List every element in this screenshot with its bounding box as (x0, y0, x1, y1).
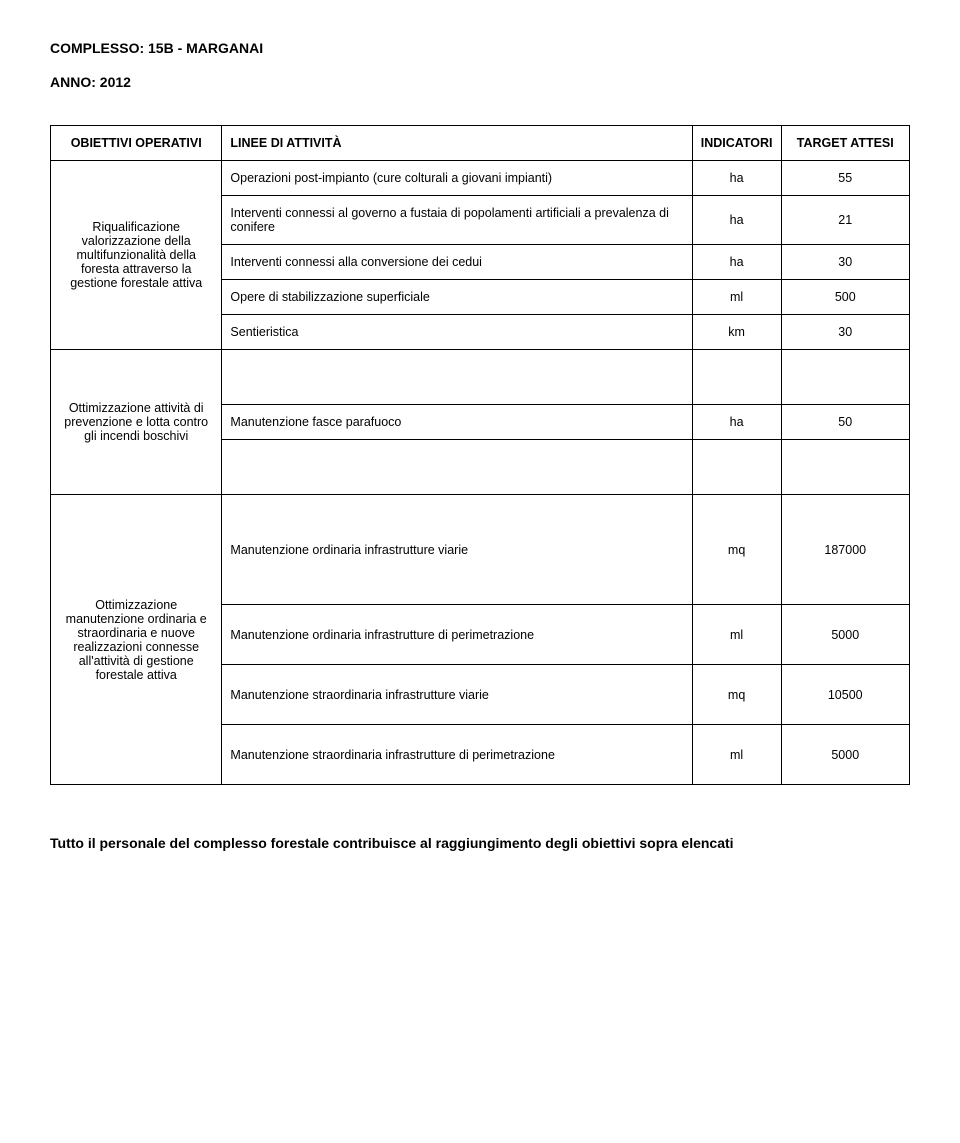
target-cell: 5000 (781, 605, 910, 665)
anno-value: 2012 (100, 74, 131, 90)
activity-cell: Manutenzione fasce parafuoco (222, 405, 692, 440)
spacer-cell (222, 350, 692, 405)
spacer-cell (781, 440, 910, 495)
indicator-cell: km (692, 315, 781, 350)
activity-cell: Opere di stabilizzazione superficiale (222, 280, 692, 315)
target-cell: 500 (781, 280, 910, 315)
spacer-cell (692, 350, 781, 405)
activity-cell: Manutenzione straordinaria infrastruttur… (222, 725, 692, 785)
activity-cell: Interventi connessi al governo a fustaia… (222, 196, 692, 245)
complesso-header: COMPLESSO: 15B - MARGANAI (50, 40, 910, 56)
objective-cell-2: Ottimizzazione attività di prevenzione e… (51, 350, 222, 495)
target-cell: 55 (781, 161, 910, 196)
anno-label: ANNO: (50, 74, 96, 90)
spacer-cell (222, 440, 692, 495)
indicator-cell: ml (692, 605, 781, 665)
target-cell: 30 (781, 315, 910, 350)
table-header-row: OBIETTIVI OPERATIVI LINEE DI ATTIVITÀ IN… (51, 126, 910, 161)
objective-cell-3: Ottimizzazione manutenzione ordinaria e … (51, 495, 222, 785)
indicator-cell: ha (692, 161, 781, 196)
col-header-linee: LINEE DI ATTIVITÀ (222, 126, 692, 161)
table-row: Riqualificazione valorizzazione della mu… (51, 161, 910, 196)
col-header-indicatori: INDICATORI (692, 126, 781, 161)
target-cell: 50 (781, 405, 910, 440)
spacer-cell (692, 440, 781, 495)
table-row: Ottimizzazione manutenzione ordinaria e … (51, 495, 910, 605)
indicator-cell: ha (692, 196, 781, 245)
target-cell: 10500 (781, 665, 910, 725)
indicator-cell: mq (692, 495, 781, 605)
col-header-target: TARGET ATTESI (781, 126, 910, 161)
activity-cell: Sentieristica (222, 315, 692, 350)
activity-cell: Manutenzione straordinaria infrastruttur… (222, 665, 692, 725)
indicator-cell: ha (692, 245, 781, 280)
indicator-cell: mq (692, 665, 781, 725)
objective-cell-1: Riqualificazione valorizzazione della mu… (51, 161, 222, 350)
indicator-cell: ha (692, 405, 781, 440)
complesso-label: COMPLESSO: (50, 40, 144, 56)
anno-header: ANNO: 2012 (50, 74, 910, 90)
target-cell: 30 (781, 245, 910, 280)
target-cell: 21 (781, 196, 910, 245)
activity-cell: Manutenzione ordinaria infrastrutture di… (222, 605, 692, 665)
activity-cell: Manutenzione ordinaria infrastrutture vi… (222, 495, 692, 605)
target-cell: 187000 (781, 495, 910, 605)
indicator-cell: ml (692, 725, 781, 785)
target-cell: 5000 (781, 725, 910, 785)
table-row: Ottimizzazione attività di prevenzione e… (51, 350, 910, 405)
col-header-obiettivi: OBIETTIVI OPERATIVI (51, 126, 222, 161)
activities-table: OBIETTIVI OPERATIVI LINEE DI ATTIVITÀ IN… (50, 125, 910, 785)
footer-note: Tutto il personale del complesso foresta… (50, 835, 910, 851)
indicator-cell: ml (692, 280, 781, 315)
spacer-cell (781, 350, 910, 405)
complesso-value: 15B - MARGANAI (148, 40, 263, 56)
activity-cell: Operazioni post-impianto (cure colturali… (222, 161, 692, 196)
activity-cell: Interventi connessi alla conversione dei… (222, 245, 692, 280)
